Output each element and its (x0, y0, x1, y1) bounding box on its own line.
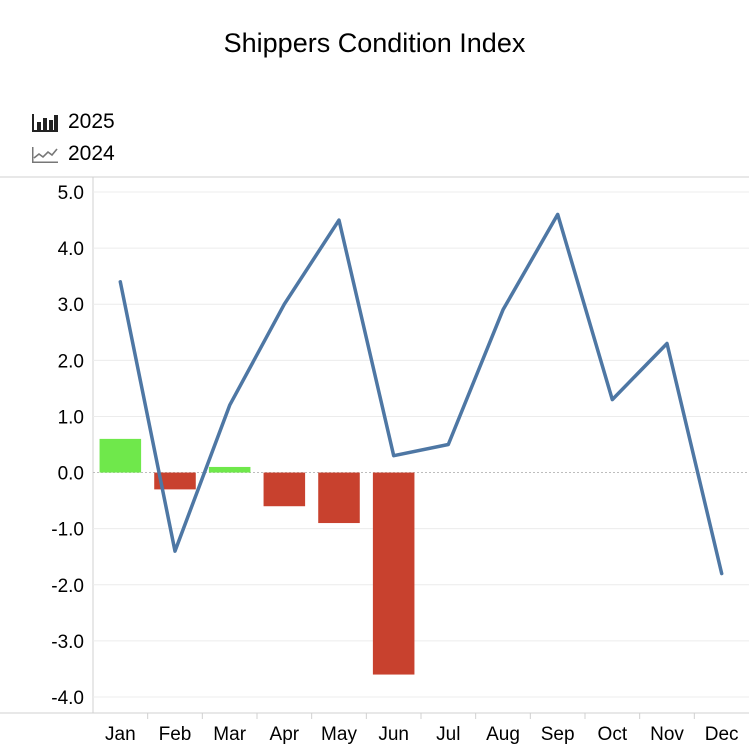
chart-title: Shippers Condition Index (223, 28, 526, 58)
series-line-2024 (118, 212, 724, 576)
x-tick-label: Jul (436, 724, 460, 745)
bar-apr (263, 472, 306, 507)
x-tick-label: Nov (650, 724, 684, 745)
bar-jan (99, 438, 142, 473)
y-tick-label: -2.0 (51, 576, 84, 597)
x-tick-label: Oct (598, 724, 628, 745)
x-tick-label: May (321, 724, 357, 745)
y-tick-label: 1.0 (58, 407, 84, 428)
y-tick-label: 3.0 (58, 295, 84, 316)
legend-item-2025[interactable]: 2025 (30, 106, 115, 138)
x-tick-label: Dec (705, 724, 739, 745)
legend: 2025 2024 (30, 106, 115, 170)
legend-item-2024[interactable]: 2024 (30, 138, 115, 170)
y-tick-label: -3.0 (51, 632, 84, 653)
legend-label-2025: 2025 (68, 110, 115, 133)
x-tick-label: Sep (541, 724, 575, 745)
y-tick-label: 2.0 (58, 351, 84, 372)
y-tick-label: 4.0 (58, 239, 84, 260)
bar-feb (154, 472, 196, 490)
x-tick-label: Jan (105, 724, 136, 745)
line-chart-icon (32, 147, 58, 163)
bar-jun (372, 472, 415, 675)
bar-chart-icon (32, 114, 58, 132)
x-tick-label: Feb (159, 724, 192, 745)
x-tick-label: Jun (378, 724, 409, 745)
y-tick-label: -1.0 (51, 520, 84, 541)
y-tick-label: -4.0 (51, 688, 84, 709)
bar-mar (208, 466, 251, 473)
x-tick-label: Aug (486, 724, 520, 745)
x-tick-label: Apr (270, 724, 300, 745)
legend-label-2024: 2024 (68, 142, 115, 165)
y-tick-label: 0.0 (58, 464, 84, 485)
bar-may (318, 472, 360, 524)
x-tick-label: Mar (213, 724, 246, 745)
y-tick-label: 5.0 (58, 183, 84, 204)
